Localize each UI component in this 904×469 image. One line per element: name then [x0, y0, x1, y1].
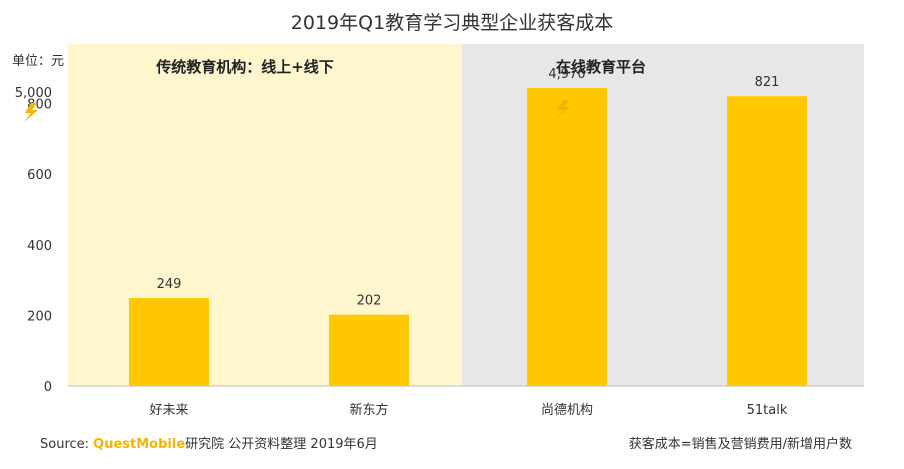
y-tick-label: 800 [27, 98, 52, 113]
bar-1 [129, 298, 209, 386]
y-tick-label: 600 [27, 168, 52, 183]
source-line: Source: QuestMobile研究院 公开资料整理 2019年6月 [40, 433, 378, 452]
data-label-1: 249 [157, 277, 182, 292]
data-label-3: 4,970 [548, 67, 585, 82]
source-suffix: 研究院 公开资料整理 2019年6月 [185, 437, 378, 452]
x-tick-label-4: 51talk [747, 403, 788, 418]
chart-title: 2019年Q1教育学习典型企业获客成本 [290, 12, 614, 34]
source-brand: QuestMobile [93, 437, 186, 452]
y-tick-label: 400 [27, 239, 52, 254]
group-label-1: 传统教育机构：线上+线下 [155, 58, 334, 76]
y-tick-label: 200 [27, 309, 52, 324]
bar-4 [727, 96, 807, 386]
group-label-2: 在线教育平台 [556, 58, 646, 76]
y-tick-label: 0 [44, 380, 52, 395]
data-label-2: 202 [357, 294, 382, 309]
axis-break-icon [24, 103, 38, 122]
x-tick-label-1: 好未来 [149, 403, 188, 418]
unit-label: 单位：元 [12, 54, 65, 69]
bar-3 [527, 88, 607, 386]
bar-2 [329, 314, 409, 386]
x-tick-label-2: 新东方 [349, 402, 388, 418]
data-label-4: 821 [755, 75, 780, 90]
bar-break-icon [556, 100, 570, 119]
x-tick-label-3: 尚德机构 [541, 403, 593, 418]
cost-formula-note: 获客成本=销售及营销费用/新增用户数 [628, 437, 852, 452]
source-prefix: Source: [40, 437, 90, 452]
y-tick-label-top: 5,000 [15, 86, 52, 101]
